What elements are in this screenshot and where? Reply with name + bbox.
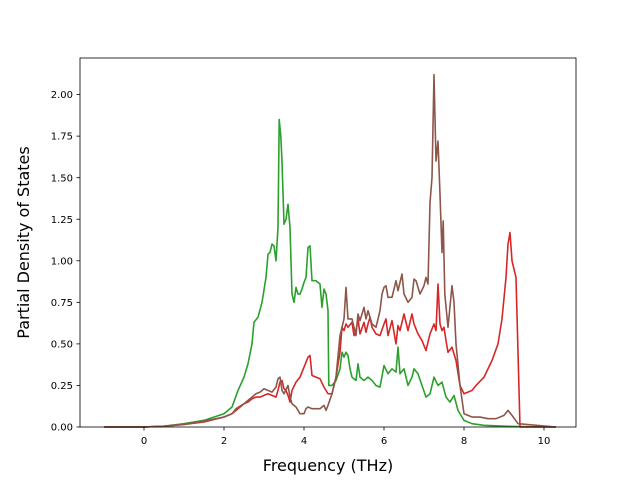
plot-frame	[79, 57, 577, 428]
y-tick-label: 0.25	[51, 381, 73, 392]
series-line-1	[104, 118, 557, 428]
x-tick-label: 0	[141, 436, 147, 447]
plot-lines	[104, 73, 557, 428]
x-tick-label: 6	[381, 436, 387, 447]
y-tick-label: 2.00	[51, 90, 73, 101]
y-tick-label: 1.50	[51, 173, 73, 184]
y-axis: 0.00 0.25 0.50 0.75 1.00 1.25 1.50 1.75 2.00	[51, 90, 80, 434]
y-tick-label: 0.50	[51, 339, 73, 350]
series-line-2	[104, 231, 556, 428]
y-tick-label: 0.75	[51, 298, 73, 309]
x-axis: 0 2 4 6 8 10	[141, 427, 551, 447]
y-axis-label: Partial Density of States	[14, 146, 33, 338]
y-tick-label: 1.25	[51, 215, 73, 226]
x-tick-label: 2	[221, 436, 227, 447]
x-axis-label: Frequency (THz)	[263, 456, 393, 475]
y-tick-label: 1.75	[51, 132, 73, 143]
series-line-3	[104, 73, 557, 428]
y-tick-label: 1.00	[51, 256, 73, 267]
x-tick-label: 8	[461, 436, 467, 447]
y-tick-label: 0.00	[51, 423, 73, 434]
x-tick-label: 10	[538, 436, 551, 447]
x-tick-label: 4	[301, 436, 307, 447]
